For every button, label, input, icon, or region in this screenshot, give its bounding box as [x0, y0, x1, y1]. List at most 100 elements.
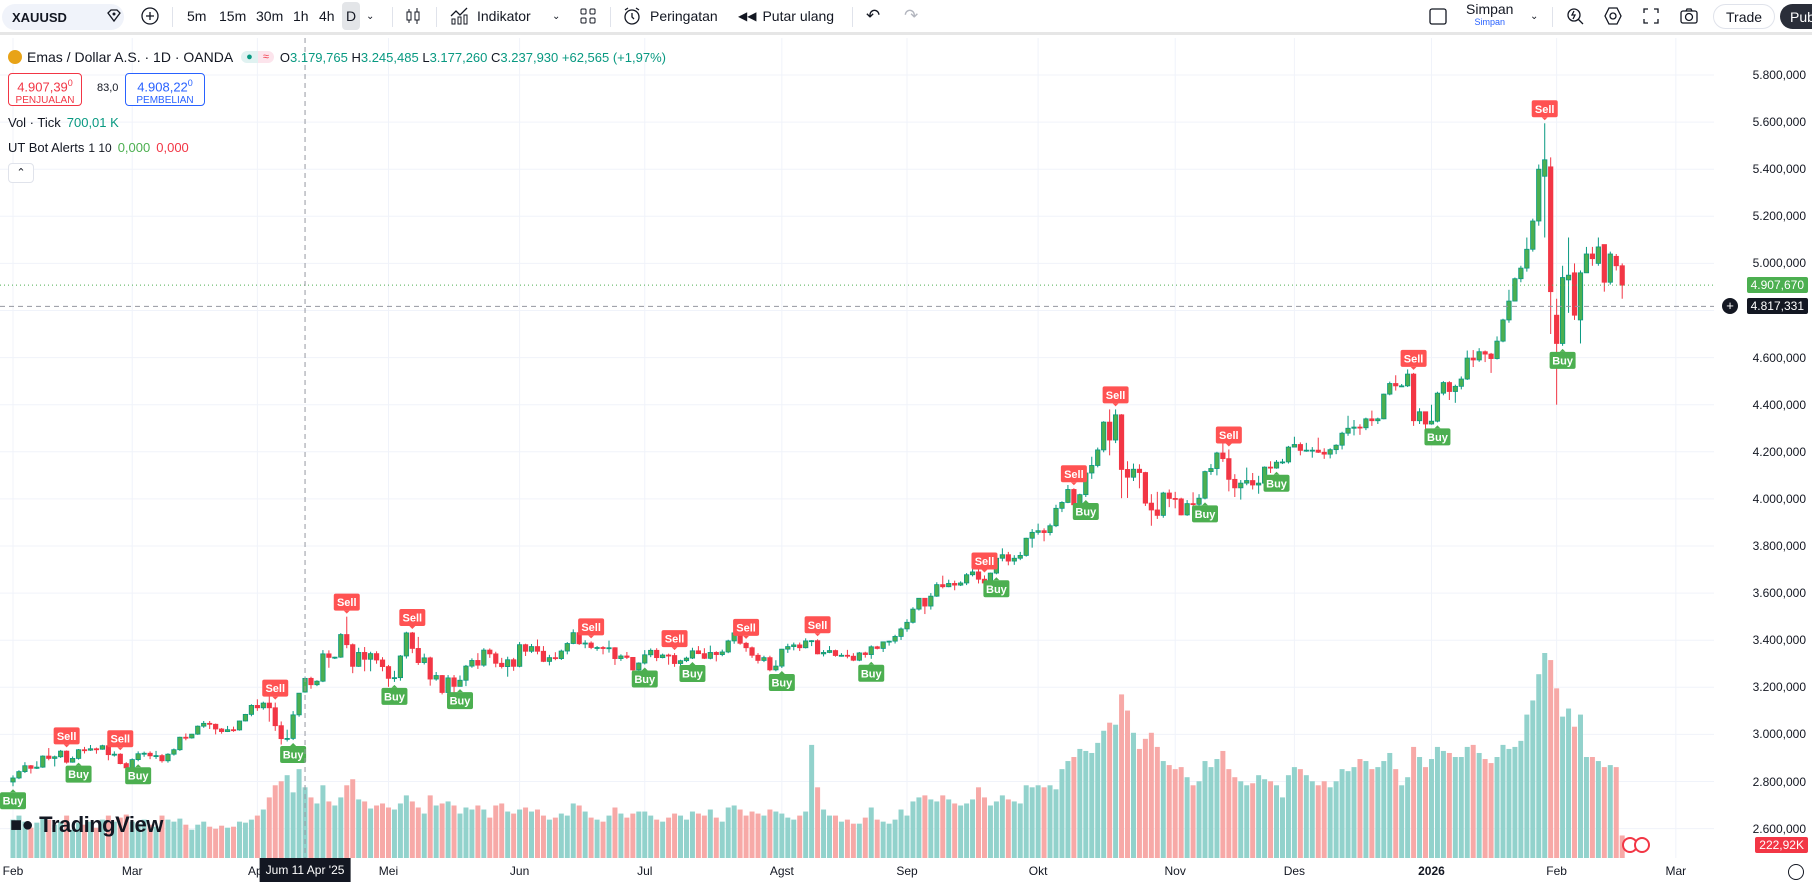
candle[interactable]	[874, 646, 880, 649]
candle[interactable]	[1405, 373, 1411, 387]
tradingview-logo[interactable]: ■● TradingView	[10, 812, 163, 837]
candle[interactable]	[248, 705, 254, 715]
candle[interactable]	[1488, 353, 1494, 359]
candle[interactable]	[58, 750, 64, 758]
candle[interactable]	[320, 653, 326, 682]
candle[interactable]	[272, 707, 278, 727]
candle[interactable]	[636, 662, 642, 671]
candle[interactable]	[1470, 357, 1476, 361]
candle[interactable]	[666, 654, 672, 657]
candle[interactable]	[1387, 383, 1393, 395]
candle[interactable]	[1232, 478, 1238, 489]
candle[interactable]	[1208, 468, 1214, 472]
candle[interactable]	[1267, 466, 1274, 469]
candle[interactable]	[427, 657, 433, 680]
candle[interactable]	[1148, 502, 1154, 511]
candle[interactable]	[648, 649, 654, 656]
candle[interactable]	[1363, 418, 1369, 429]
candle[interactable]	[1589, 253, 1595, 260]
candle[interactable]	[421, 657, 427, 663]
candle[interactable]	[93, 748, 100, 751]
candle[interactable]	[70, 758, 76, 763]
candle[interactable]	[1321, 451, 1327, 455]
candle[interactable]	[570, 632, 576, 644]
candle[interactable]	[1446, 382, 1452, 392]
candle[interactable]	[159, 755, 165, 762]
economic-event-flag-icon[interactable]	[1634, 837, 1650, 853]
replay-button[interactable]: ◀◀ Putar ulang	[738, 0, 834, 32]
candle[interactable]	[1178, 498, 1184, 516]
candle[interactable]	[1124, 469, 1131, 478]
candle[interactable]	[213, 723, 219, 730]
candle[interactable]	[1071, 489, 1077, 506]
candle[interactable]	[1047, 525, 1053, 533]
candle[interactable]	[630, 656, 636, 671]
layouts-grid-icon[interactable]	[578, 0, 598, 32]
candle[interactable]	[1011, 557, 1017, 562]
candle[interactable]	[755, 654, 761, 661]
candle[interactable]	[534, 646, 541, 652]
timeframe-5m[interactable]: 5m	[187, 8, 207, 24]
candle[interactable]	[1118, 414, 1125, 470]
candle[interactable]	[588, 642, 594, 648]
candle[interactable]	[809, 640, 815, 643]
candle[interactable]	[195, 725, 201, 735]
candle[interactable]	[487, 649, 493, 655]
candle[interactable]	[671, 655, 678, 664]
candle[interactable]	[117, 753, 123, 765]
save-chevron-down-icon[interactable]: ⌄	[1530, 10, 1539, 22]
timeframe-1d[interactable]: D	[342, 2, 361, 30]
candle[interactable]	[218, 728, 225, 732]
candle[interactable]	[1214, 452, 1220, 469]
candle[interactable]	[1464, 357, 1470, 380]
axis-settings-gear-icon[interactable]	[1788, 864, 1804, 880]
candle[interactable]	[1357, 426, 1363, 429]
candle[interactable]	[1250, 480, 1256, 486]
candle[interactable]	[296, 692, 302, 716]
candle[interactable]	[1536, 168, 1542, 222]
candle[interactable]	[922, 597, 928, 607]
indicators-chevron-down-icon[interactable]: ⌄	[552, 10, 561, 22]
indicators-button[interactable]: Indikator	[449, 0, 531, 32]
candle[interactable]	[660, 654, 666, 659]
candle[interactable]	[600, 647, 606, 649]
candle[interactable]	[475, 660, 481, 666]
collapse-legend-chevron-up-icon[interactable]: ⌃	[8, 163, 34, 183]
candle[interactable]	[1500, 319, 1506, 342]
candle[interactable]	[838, 654, 845, 657]
candle[interactable]	[481, 649, 487, 666]
candle[interactable]	[505, 659, 511, 667]
candle[interactable]	[791, 644, 797, 647]
candle[interactable]	[22, 765, 28, 773]
candle[interactable]	[642, 654, 648, 664]
candle[interactable]	[1065, 489, 1071, 503]
candle[interactable]	[1440, 382, 1446, 394]
candle[interactable]	[1059, 502, 1065, 509]
candle[interactable]	[290, 714, 296, 739]
candle[interactable]	[511, 659, 517, 667]
candle[interactable]	[201, 722, 207, 727]
candle[interactable]	[314, 680, 320, 686]
candle[interactable]	[1089, 465, 1095, 474]
candle[interactable]	[701, 653, 707, 659]
candle[interactable]	[1303, 449, 1309, 452]
candle[interactable]	[606, 647, 612, 650]
candle[interactable]	[207, 722, 213, 725]
candle[interactable]	[594, 647, 600, 649]
candle[interactable]	[1256, 482, 1262, 486]
candle[interactable]	[1095, 449, 1101, 466]
candle[interactable]	[898, 628, 904, 637]
candle[interactable]	[761, 657, 767, 661]
candle[interactable]	[552, 657, 558, 660]
candle[interactable]	[1101, 421, 1107, 451]
candle[interactable]	[1202, 471, 1208, 499]
add-alert-plus-icon[interactable]: +	[1722, 298, 1738, 315]
candle[interactable]	[153, 755, 159, 757]
candle[interactable]	[379, 659, 386, 667]
candle[interactable]	[1476, 351, 1482, 361]
candle[interactable]	[87, 748, 94, 751]
candle[interactable]	[1226, 458, 1232, 480]
candle[interactable]	[779, 648, 785, 667]
candle[interactable]	[785, 646, 791, 650]
